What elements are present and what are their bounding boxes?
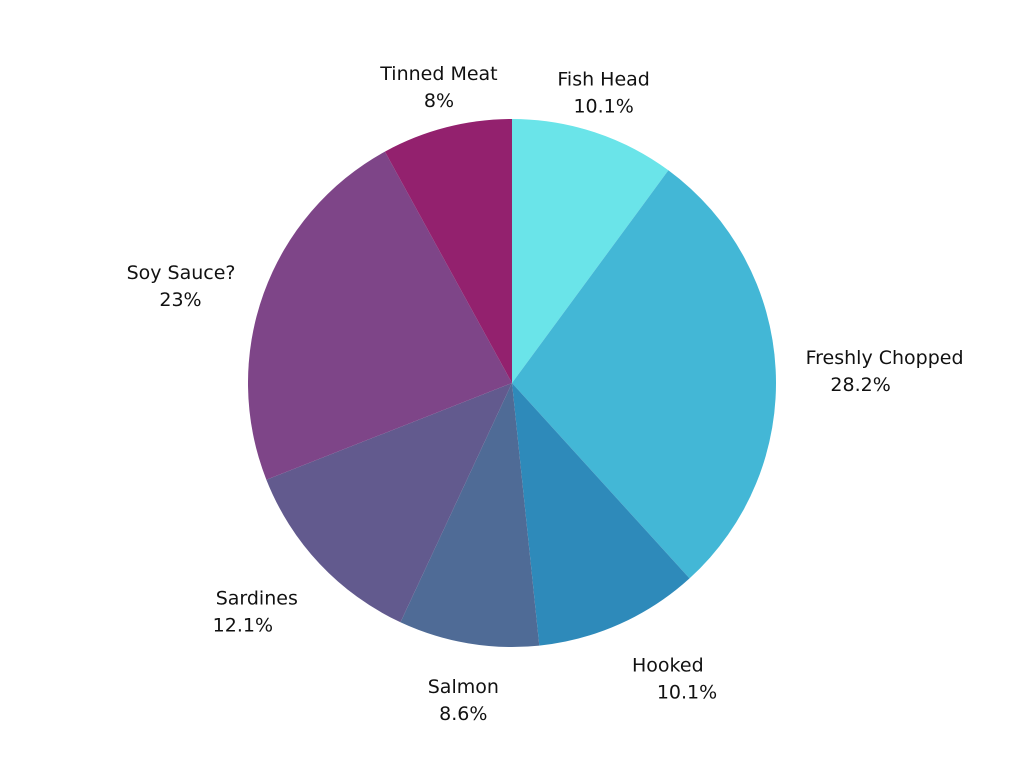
pie-slice-soy-sauce [248, 151, 513, 480]
slice-label: Fish Head [557, 69, 650, 91]
pie-slice-salmon [400, 383, 540, 648]
slice-label: Soy Sauce? [127, 262, 236, 284]
pie-slice-sardines [266, 383, 512, 623]
slice-label: Salmon [428, 676, 499, 698]
slice-label: Sardines [216, 587, 298, 609]
slice-value-label: 28.2% [830, 374, 890, 396]
slice-value-label: 23% [159, 289, 201, 311]
slice-value-label: 10.1% [573, 96, 633, 118]
slice-value-label: 12.1% [213, 614, 273, 636]
slice-label: Freshly Chopped [806, 347, 964, 369]
slice-label: Hooked [632, 654, 704, 676]
slice-value-label: 8.6% [439, 703, 487, 725]
slice-value-label: 10.1% [657, 681, 717, 703]
pie-slice-hooked [512, 383, 690, 646]
slice-value-label: 8% [424, 90, 454, 112]
pie-slice-freshly-chopped [512, 170, 777, 579]
pie-slice-fish-head [512, 119, 669, 383]
pie-slice-tinned-meat [384, 119, 512, 383]
slice-label: Tinned Meat [379, 63, 497, 85]
